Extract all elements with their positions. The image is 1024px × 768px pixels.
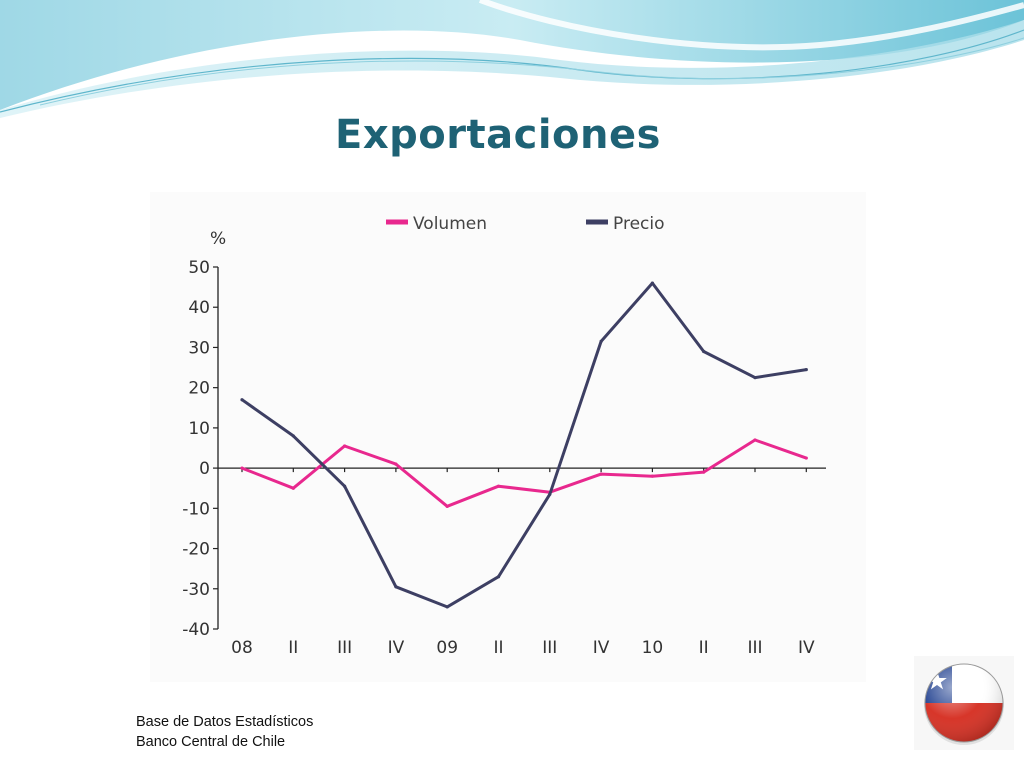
y-tick-label: 50 — [188, 258, 210, 278]
series-line-precio — [241, 281, 807, 609]
data-point-precio — [240, 398, 244, 402]
data-point-precio — [291, 434, 295, 438]
data-point-volumen — [394, 462, 398, 466]
x-tick-label: III — [337, 638, 352, 658]
data-point-volumen — [496, 484, 501, 488]
y-tick-label: 20 — [188, 379, 210, 399]
y-ticks: 50 40 30 20 10 0 -10 -20 -30 -40 — [182, 258, 218, 640]
source-line-2: Banco Central de Chile — [136, 734, 286, 750]
data-point-volumen — [240, 466, 244, 470]
x-tick-label: III — [747, 638, 762, 658]
y-tick-label: 30 — [188, 338, 210, 358]
header-wave-banner — [0, 0, 1024, 118]
data-point-volumen — [650, 474, 654, 478]
chile-flag-icon — [914, 656, 1014, 750]
data-point-volumen — [599, 472, 603, 476]
data-point-volumen — [702, 470, 706, 474]
data-point-precio — [496, 575, 501, 579]
y-tick-label: -40 — [182, 620, 210, 640]
source-note: Base de Datos Estadísticos Banco Central… — [136, 712, 313, 752]
legend: Volumen Precio — [386, 214, 665, 234]
x-ticks: 08 II III IV 09 II III IV 10 II III IV — [231, 468, 815, 658]
y-tick-label: 10 — [188, 419, 210, 439]
y-tick-label: -10 — [182, 499, 210, 519]
line-chart: % Volumen Precio 50 40 30 20 10 0 -10 -20 -30 -40… — [182, 214, 826, 658]
data-point-precio — [548, 492, 552, 496]
y-axis-label: % — [210, 229, 226, 249]
data-point-volumen — [343, 444, 347, 448]
data-point-precio — [599, 339, 603, 344]
y-tick-label: -30 — [182, 580, 210, 600]
y-tick-label: -20 — [182, 540, 210, 560]
x-tick-label: 09 — [436, 638, 458, 658]
data-point-precio — [753, 376, 757, 380]
data-point-volumen — [445, 504, 449, 508]
x-tick-label: IV — [388, 638, 405, 658]
chart-panel: % Volumen Precio 50 40 30 20 10 0 -10 -20 -30 -40… — [150, 192, 866, 682]
data-point-precio — [343, 484, 347, 488]
x-tick-label: II — [493, 638, 503, 658]
x-tick-label: 10 — [642, 638, 664, 658]
y-tick-label: 0 — [199, 459, 210, 479]
slide-title: Exportaciones — [335, 112, 661, 158]
data-point-precio — [804, 367, 808, 372]
x-tick-label: 08 — [231, 638, 253, 658]
data-point-precio — [394, 585, 398, 589]
legend-label-precio: Precio — [613, 214, 665, 234]
x-tick-label: II — [288, 638, 298, 658]
x-tick-label: IV — [798, 638, 815, 658]
x-tick-label: III — [542, 638, 557, 658]
data-point-precio — [650, 281, 654, 285]
data-point-volumen — [291, 486, 295, 490]
x-tick-label: II — [699, 638, 709, 658]
data-point-precio — [702, 349, 706, 354]
series-line-volumen — [241, 438, 807, 508]
x-tick-label: IV — [593, 638, 610, 658]
series-lines — [240, 281, 808, 609]
y-tick-label: 40 — [188, 298, 210, 318]
legend-label-volumen: Volumen — [413, 214, 487, 234]
source-line-1: Base de Datos Estadísticos — [136, 714, 314, 730]
data-point-volumen — [804, 456, 808, 460]
data-point-precio — [445, 605, 449, 609]
data-point-volumen — [753, 438, 757, 442]
